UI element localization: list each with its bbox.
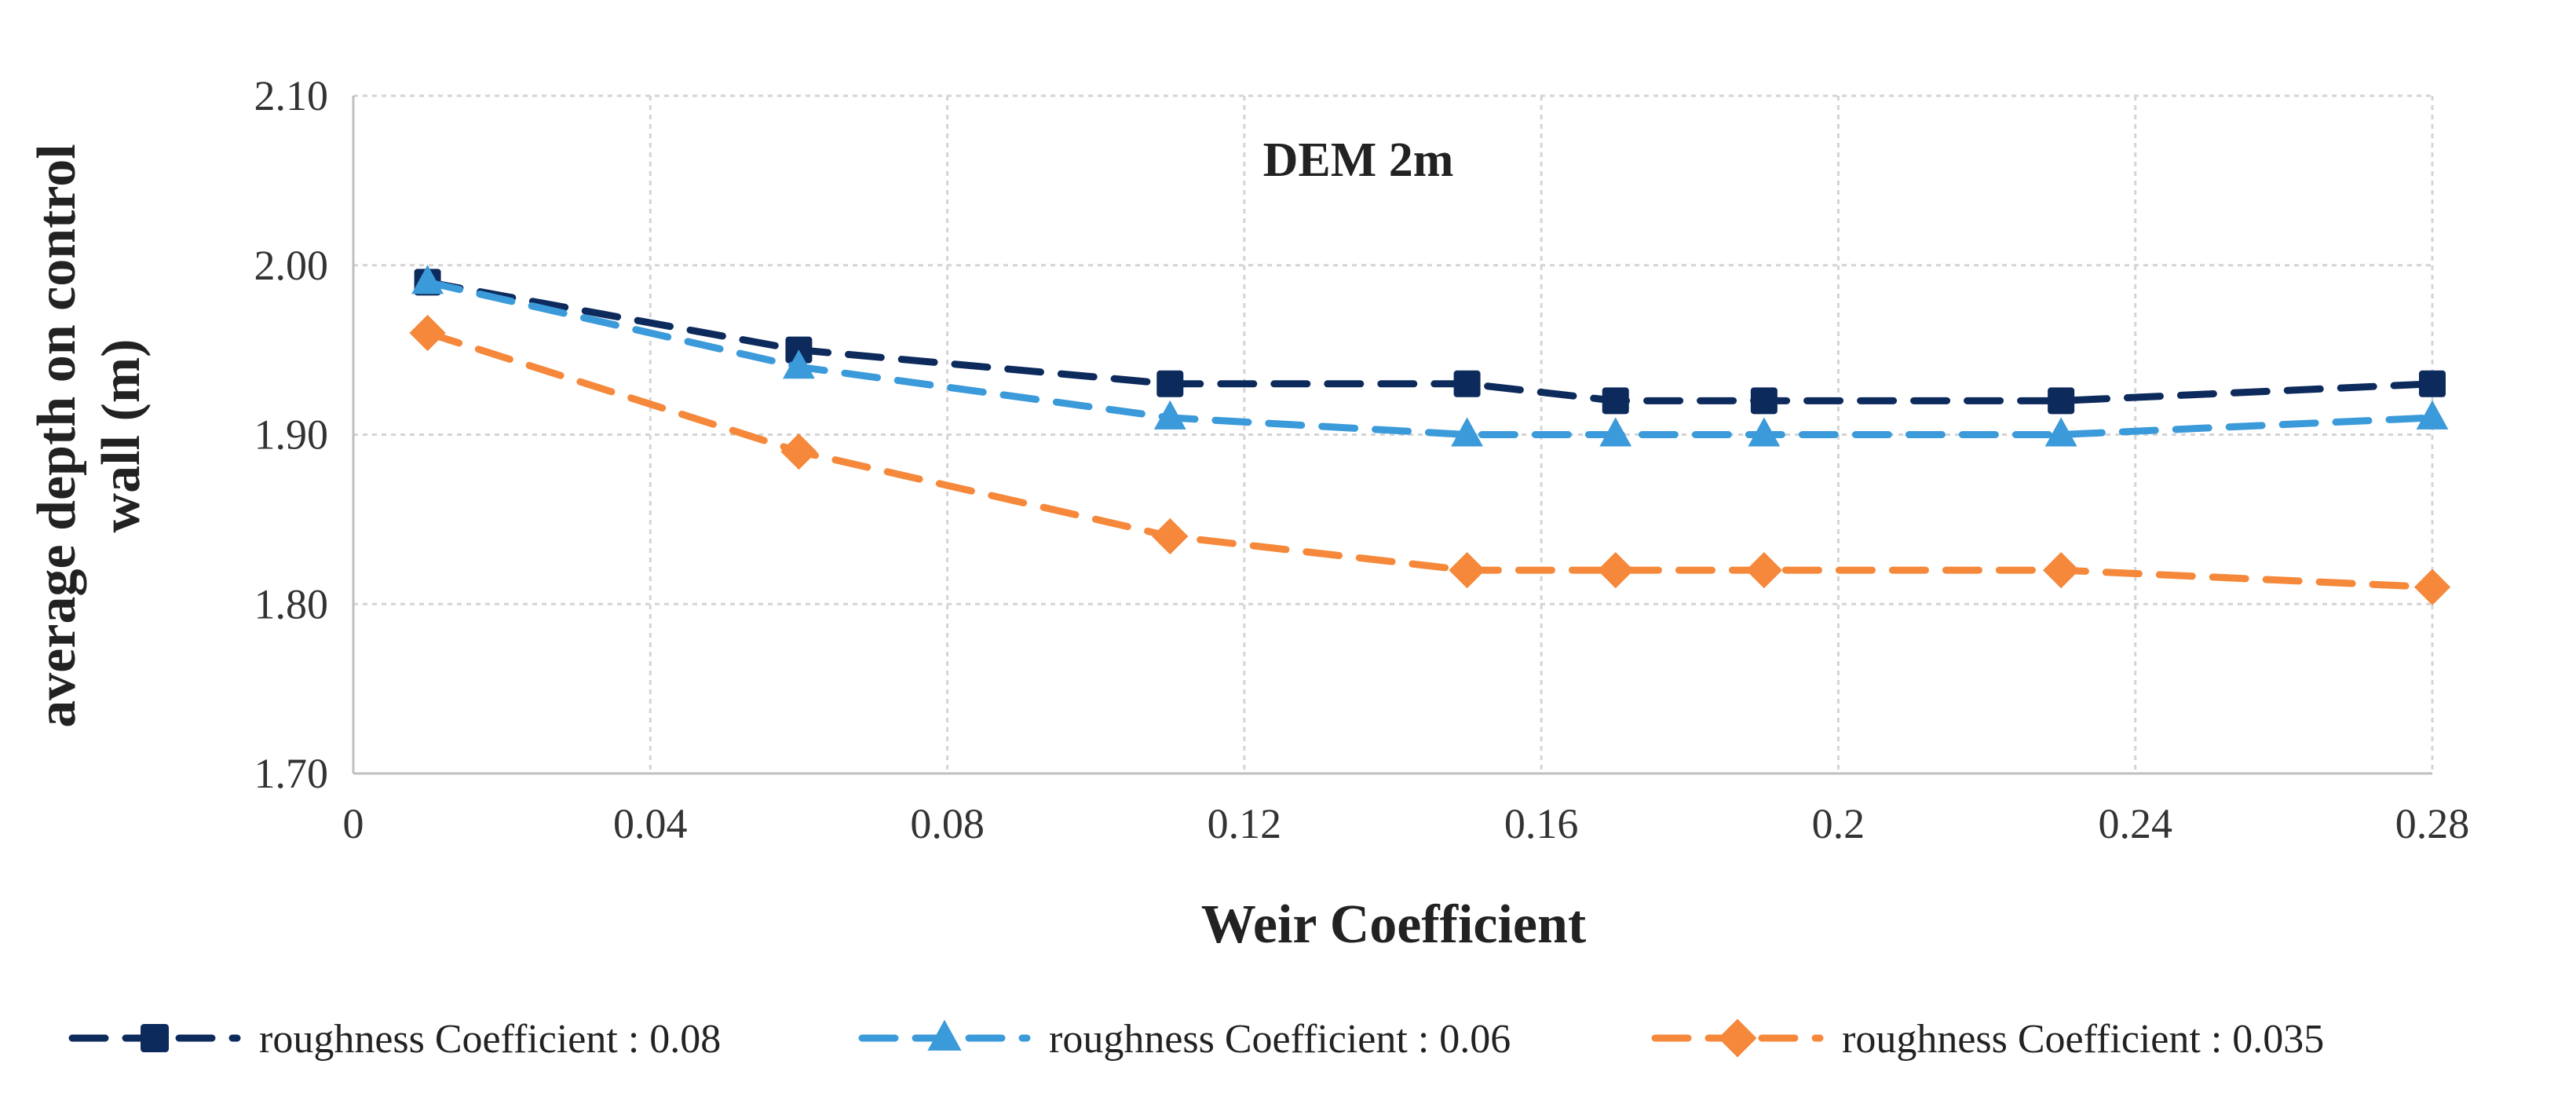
grid <box>353 94 2434 773</box>
data-point <box>2043 551 2080 589</box>
data-point <box>1599 417 1632 447</box>
y-tick-label: 2.00 <box>254 242 329 289</box>
data-point <box>780 433 817 470</box>
legend: roughness Coefficient : 0.08 roughness Co… <box>68 1017 2324 1062</box>
y-axis-title-line-1: average depth on control <box>27 144 87 727</box>
legend-label: roughness Coefficient : 0.08 <box>259 1017 721 1062</box>
series-3 <box>409 314 2451 605</box>
x-tick-label: 0.08 <box>910 800 985 847</box>
series-line <box>424 329 2436 591</box>
data-point <box>1453 370 1481 397</box>
x-tick-label: 0.16 <box>1504 800 1579 847</box>
data-point <box>1597 551 1634 589</box>
series-line <box>424 278 2436 438</box>
x-tick-label: 0.12 <box>1208 800 1282 847</box>
x-tick-label: 0.2 <box>1812 800 1865 847</box>
tick-labels: 0 0.04 0.08 0.12 0.16 0.2 0.24 0.28 1.70 1.80 1.90… <box>254 72 2470 847</box>
data-point <box>1449 551 1485 589</box>
series-layer <box>409 265 2451 605</box>
data-point <box>1152 517 1189 555</box>
legend-marker <box>141 1024 169 1052</box>
data-point <box>1451 417 1483 447</box>
y-axis-title-line-2: wall (m) <box>91 339 152 533</box>
data-point <box>411 265 444 294</box>
x-axis-title: Weir Coefficient <box>1201 894 1586 955</box>
y-tick-label: 1.90 <box>254 411 329 459</box>
legend-marker <box>1718 1018 1757 1058</box>
data-point <box>2419 370 2446 397</box>
data-point <box>1156 370 1184 397</box>
legend-label: roughness Coefficient : 0.06 <box>1049 1017 1511 1062</box>
data-point <box>1748 417 1781 447</box>
axes <box>352 96 2432 775</box>
legend-marker <box>927 1019 962 1051</box>
y-axis-title: average depth on control wall (m) <box>27 144 152 727</box>
data-point <box>2044 417 2077 447</box>
series-1 <box>414 269 2446 415</box>
data-point <box>2413 569 2451 605</box>
data-point <box>1745 551 1782 589</box>
x-tick-label: 0.28 <box>2395 800 2470 847</box>
x-tick-label: 0.24 <box>2098 800 2172 847</box>
y-tick-label: 1.70 <box>254 750 329 797</box>
data-point <box>1153 400 1186 430</box>
chart-title: DEM 2m <box>1263 133 1454 187</box>
series-line <box>424 278 2436 404</box>
data-point <box>1750 387 1778 415</box>
y-tick-label: 1.80 <box>254 580 329 627</box>
data-point <box>2416 400 2449 430</box>
data-point <box>2048 387 2075 415</box>
legend-item-3: roughness Coefficient : 0.035 <box>1651 1017 2324 1062</box>
data-point <box>783 349 815 379</box>
legend-item-2: roughness Coefficient : 0.06 <box>858 1017 1511 1062</box>
y-tick-label: 2.10 <box>254 72 329 119</box>
legend-label: roughness Coefficient : 0.035 <box>1842 1017 2324 1062</box>
x-tick-label: 0 <box>343 800 364 847</box>
data-point <box>1602 387 1629 415</box>
data-point <box>409 314 446 352</box>
x-tick-label: 0.04 <box>613 800 688 847</box>
legend-item-1: roughness Coefficient : 0.08 <box>68 1017 721 1062</box>
series-2 <box>411 265 2449 447</box>
